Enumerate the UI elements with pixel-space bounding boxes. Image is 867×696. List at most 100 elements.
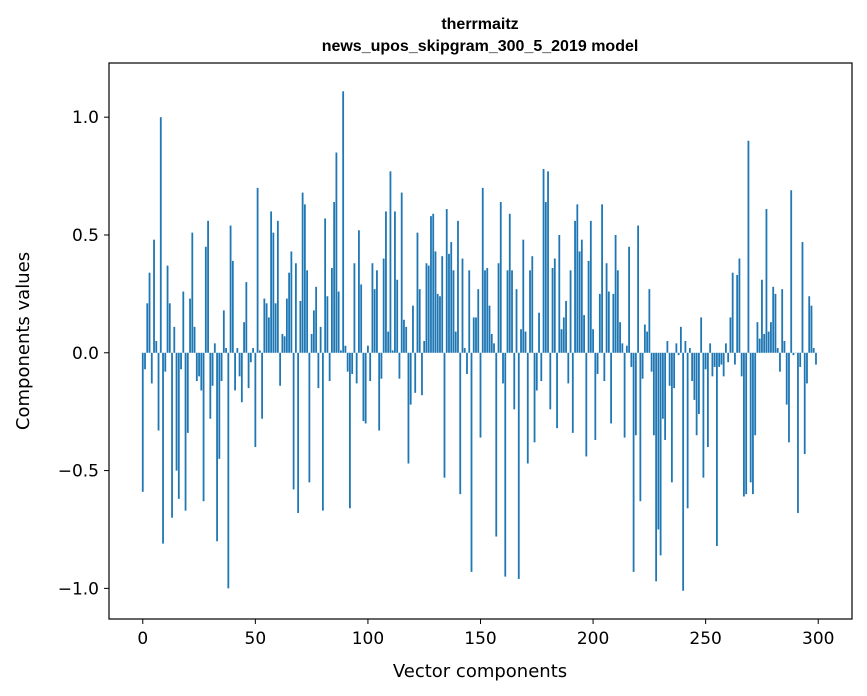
bar <box>652 352 655 436</box>
bar <box>200 352 203 391</box>
bar <box>349 352 351 509</box>
bar <box>812 348 815 353</box>
bar <box>191 232 194 353</box>
bar <box>430 216 432 353</box>
bar <box>752 352 754 495</box>
bar <box>475 317 477 353</box>
bar <box>547 171 549 353</box>
bar <box>526 352 529 464</box>
bar <box>353 263 356 353</box>
y-tick-label: 0.5 <box>72 226 99 246</box>
bar <box>294 263 297 353</box>
x-tick-label: 200 <box>577 629 609 649</box>
bar <box>283 336 286 353</box>
bar <box>281 333 284 353</box>
bar <box>400 192 403 353</box>
bar <box>407 352 410 464</box>
bar <box>481 187 484 353</box>
bar <box>193 326 196 353</box>
bar <box>628 246 630 353</box>
bar <box>700 317 703 353</box>
bar <box>767 331 770 353</box>
bar <box>511 270 513 353</box>
bar <box>391 350 394 353</box>
bar <box>594 352 597 440</box>
bar <box>301 192 304 353</box>
bar <box>801 242 804 353</box>
bar <box>695 352 698 436</box>
bar <box>472 317 475 353</box>
bar <box>416 232 419 353</box>
bar <box>659 352 662 556</box>
bar <box>195 352 198 382</box>
x-tick-label: 300 <box>802 629 834 649</box>
bar <box>276 220 279 353</box>
bar <box>272 232 275 353</box>
bar <box>355 352 358 384</box>
bar <box>587 260 590 353</box>
bar <box>378 352 381 431</box>
bar <box>412 305 414 353</box>
bar <box>261 352 263 419</box>
bar <box>650 352 653 372</box>
bar <box>531 256 534 353</box>
y-axis-label: Components values <box>13 252 34 430</box>
bar <box>585 352 588 457</box>
bar <box>711 352 714 377</box>
bar <box>204 246 207 353</box>
bar <box>734 352 736 365</box>
bar <box>815 352 817 365</box>
bar <box>499 202 502 353</box>
x-tick-label: 50 <box>245 629 267 649</box>
bar <box>761 279 763 353</box>
bar <box>434 251 437 353</box>
bar <box>549 352 552 410</box>
bar <box>763 333 766 353</box>
bar <box>445 209 448 353</box>
bar <box>249 352 252 363</box>
bar <box>589 220 592 353</box>
bar <box>247 352 250 389</box>
bar <box>389 171 392 353</box>
bar <box>279 352 282 386</box>
bar <box>222 310 225 353</box>
bar <box>616 270 619 353</box>
bar <box>643 324 646 353</box>
bar <box>362 352 365 422</box>
bar <box>625 345 628 353</box>
bar <box>641 352 644 379</box>
x-axis-ticks: 0 50 100 150 200 250 300 <box>137 619 834 649</box>
bar <box>806 352 808 384</box>
bar <box>634 352 637 436</box>
bar <box>180 352 182 370</box>
bar <box>614 234 617 353</box>
bar <box>520 329 522 353</box>
bar <box>607 291 610 353</box>
bar <box>421 352 423 396</box>
bar-series <box>141 91 817 591</box>
bar <box>454 331 457 353</box>
bar <box>227 352 230 589</box>
bar <box>493 343 495 353</box>
bar <box>310 333 313 353</box>
bar <box>171 352 173 518</box>
bar <box>443 352 446 478</box>
bar <box>159 117 162 353</box>
bar <box>380 352 383 379</box>
bar <box>603 352 606 382</box>
bar <box>308 352 311 483</box>
x-tick-label: 150 <box>464 629 496 649</box>
bar <box>340 350 342 353</box>
bar <box>497 263 500 353</box>
bar <box>326 296 329 353</box>
bar <box>513 352 516 410</box>
bar <box>270 211 273 353</box>
bar <box>486 267 489 353</box>
bar <box>218 352 221 459</box>
bar <box>754 352 757 436</box>
bar <box>578 251 581 353</box>
bar <box>670 352 673 483</box>
bar <box>540 352 543 382</box>
bar <box>707 352 709 448</box>
bar <box>605 263 608 353</box>
